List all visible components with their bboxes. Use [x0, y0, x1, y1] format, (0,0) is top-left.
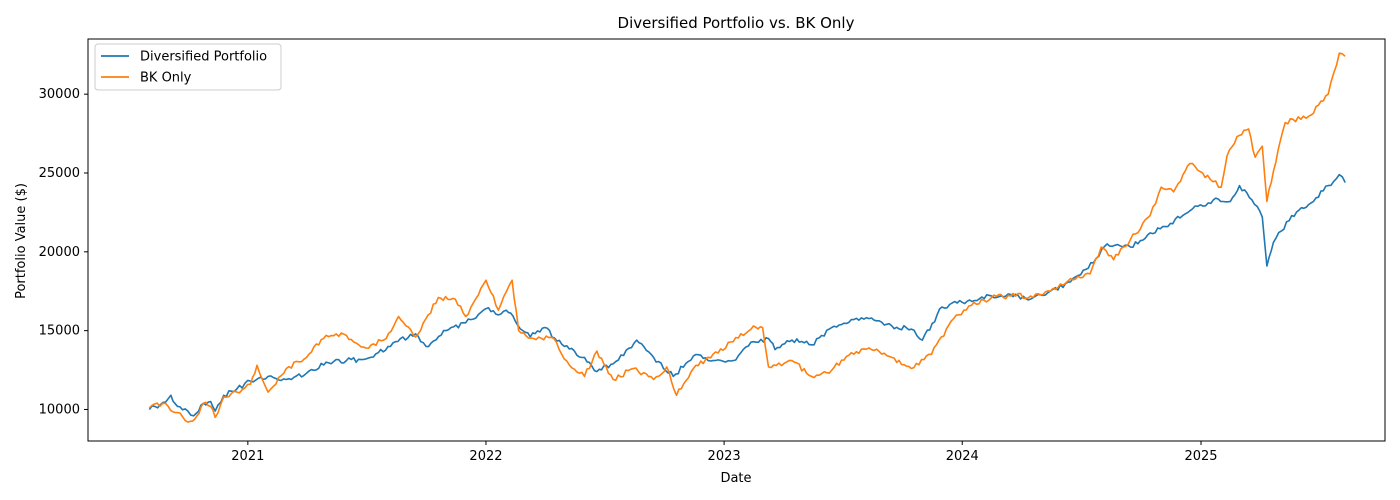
y-tick-label: 20000 [39, 245, 80, 260]
x-tick-label: 2023 [708, 449, 741, 464]
y-tick-label: 30000 [39, 87, 80, 102]
x-axis-label: Date [720, 471, 751, 486]
legend: Diversified Portfolio BK Only [94, 43, 282, 91]
y-axis-label: Portfolio Value ($) [14, 183, 29, 299]
chart-title: Diversified Portfolio vs. BK Only [618, 14, 855, 32]
x-tick-label: 2021 [231, 449, 264, 464]
legend-box [94, 43, 282, 91]
series-line-bk-only [148, 52, 1346, 423]
legend-label: Diversified Portfolio [140, 50, 267, 65]
x-tick-label: 2024 [946, 449, 979, 464]
series-line-diversified-portfolio [148, 173, 1346, 417]
x-tick-label: 2022 [469, 449, 502, 464]
y-tick-label: 25000 [39, 166, 80, 181]
plot-area: 10000 15000 20000 25000 30000 2021 2022 2023 202… [39, 38, 1386, 464]
y-tick-label: 10000 [39, 402, 80, 417]
plot-frame [87, 38, 1386, 442]
y-tick-label: 15000 [39, 324, 80, 339]
x-tick-label: 2025 [1184, 449, 1217, 464]
legend-label: BK Only [140, 71, 192, 86]
